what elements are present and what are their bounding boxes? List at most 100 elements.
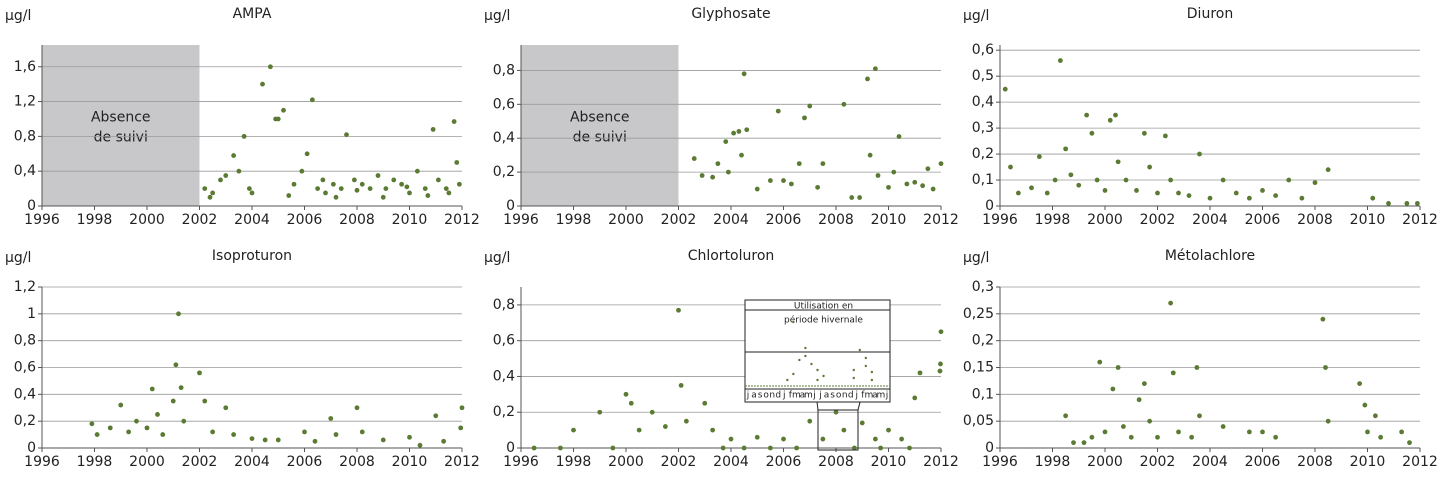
data-point bbox=[1260, 429, 1265, 435]
y-tick-label: 0,8 bbox=[14, 333, 36, 349]
data-point bbox=[907, 445, 912, 451]
data-point bbox=[299, 168, 305, 174]
data-point bbox=[912, 179, 918, 185]
y-tick-label: 0,6 bbox=[972, 42, 994, 58]
data-point bbox=[1168, 300, 1174, 306]
x-tick-label: 2000 bbox=[608, 454, 644, 470]
data-point bbox=[1176, 429, 1181, 435]
data-point bbox=[1036, 154, 1042, 160]
x-tick-label: 2006 bbox=[1245, 212, 1281, 228]
data-point bbox=[1141, 130, 1147, 136]
data-point bbox=[723, 139, 729, 145]
data-point bbox=[1168, 177, 1174, 183]
y-axis-label: µg/l bbox=[484, 250, 510, 266]
inset bbox=[744, 299, 891, 403]
data-point bbox=[118, 402, 124, 408]
data-point bbox=[155, 412, 160, 417]
x-tick-label: 1998 bbox=[77, 212, 113, 228]
data-point bbox=[736, 129, 742, 134]
data-point bbox=[937, 368, 943, 374]
x-tick-label: 2004 bbox=[1192, 454, 1228, 470]
data-point bbox=[328, 416, 334, 421]
data-point bbox=[807, 103, 813, 109]
data-point bbox=[833, 409, 839, 415]
inset-month: j bbox=[812, 391, 816, 401]
data-point bbox=[330, 181, 336, 187]
data-point bbox=[89, 421, 95, 427]
inset-title: Utilisation en bbox=[794, 302, 853, 312]
x-tick-label: 2004 bbox=[1192, 212, 1228, 228]
data-point bbox=[1002, 86, 1008, 92]
data-point bbox=[380, 437, 386, 443]
data-point bbox=[430, 127, 436, 132]
x-tick-label: 2008 bbox=[1297, 212, 1333, 228]
y-tick-label: 0 bbox=[985, 198, 994, 214]
y-tick-label: 0,4 bbox=[493, 130, 515, 146]
inset-dot bbox=[792, 320, 795, 324]
x-tick-label: 2012 bbox=[444, 212, 480, 228]
y-axis-label: µg/l bbox=[5, 8, 31, 24]
data-point bbox=[1084, 112, 1090, 118]
x-tick-label: 1998 bbox=[77, 454, 113, 470]
y-tick-label: 1,2 bbox=[14, 94, 36, 110]
data-point bbox=[231, 153, 237, 158]
data-point bbox=[170, 398, 176, 404]
inset-dot bbox=[786, 378, 789, 382]
x-tick-label: 2008 bbox=[1297, 454, 1333, 470]
data-point bbox=[802, 115, 807, 121]
chart-panel: µg/l Chlortoluron 0 0,2 0,4 0,6 0,8 1996 1998 200… bbox=[484, 248, 959, 470]
data-point bbox=[1120, 424, 1126, 429]
data-point bbox=[458, 425, 464, 431]
data-point bbox=[775, 108, 781, 114]
data-point bbox=[454, 160, 460, 165]
data-point bbox=[286, 193, 292, 198]
data-point bbox=[407, 190, 412, 196]
data-point bbox=[1312, 180, 1318, 186]
y-tick-label: 0,8 bbox=[493, 297, 515, 313]
chart-title: Chlortoluron bbox=[688, 248, 775, 264]
inset-month: f bbox=[789, 391, 793, 401]
data-point bbox=[891, 169, 897, 175]
data-point bbox=[1089, 434, 1095, 440]
y-tick-label: 0,4 bbox=[14, 386, 36, 402]
x-tick-label: 2002 bbox=[182, 212, 218, 228]
data-point bbox=[246, 186, 252, 191]
x-tick-label: 2002 bbox=[661, 212, 697, 228]
data-point bbox=[1325, 167, 1331, 173]
data-point bbox=[107, 425, 113, 431]
data-point bbox=[446, 190, 452, 196]
inset-month: d bbox=[848, 391, 854, 401]
y-tick-label: 0 bbox=[506, 440, 515, 456]
data-point bbox=[309, 97, 315, 103]
y-tick-label: 0 bbox=[27, 198, 36, 214]
x-tick-label: 2002 bbox=[1140, 212, 1176, 228]
inset-month: a bbox=[872, 391, 878, 401]
data-point bbox=[1325, 418, 1331, 424]
data-point bbox=[291, 181, 297, 187]
data-point bbox=[425, 193, 431, 198]
data-point bbox=[912, 395, 918, 401]
inset-month: j bbox=[885, 391, 889, 401]
y-tick-label: 0,2 bbox=[493, 404, 515, 420]
data-point bbox=[715, 161, 721, 167]
data-point bbox=[741, 71, 747, 77]
data-point bbox=[459, 405, 465, 411]
chart-title: Glyphosate bbox=[691, 6, 770, 22]
inset-dot bbox=[852, 376, 855, 380]
y-tick-label: 1 bbox=[27, 306, 36, 322]
data-point bbox=[407, 434, 412, 440]
data-point bbox=[422, 186, 428, 191]
data-point bbox=[1044, 190, 1050, 196]
data-point bbox=[691, 156, 697, 161]
chart-title: Diuron bbox=[1187, 6, 1233, 22]
data-point bbox=[1097, 359, 1103, 365]
x-tick-label: 2012 bbox=[1402, 212, 1438, 228]
y-tick-label: 0,15 bbox=[963, 360, 994, 376]
data-point bbox=[1273, 434, 1279, 440]
data-point bbox=[1362, 402, 1368, 408]
data-point bbox=[223, 173, 229, 178]
data-point bbox=[380, 194, 386, 200]
data-point bbox=[781, 178, 786, 183]
inset-dot bbox=[792, 372, 795, 376]
data-point bbox=[1063, 146, 1069, 152]
